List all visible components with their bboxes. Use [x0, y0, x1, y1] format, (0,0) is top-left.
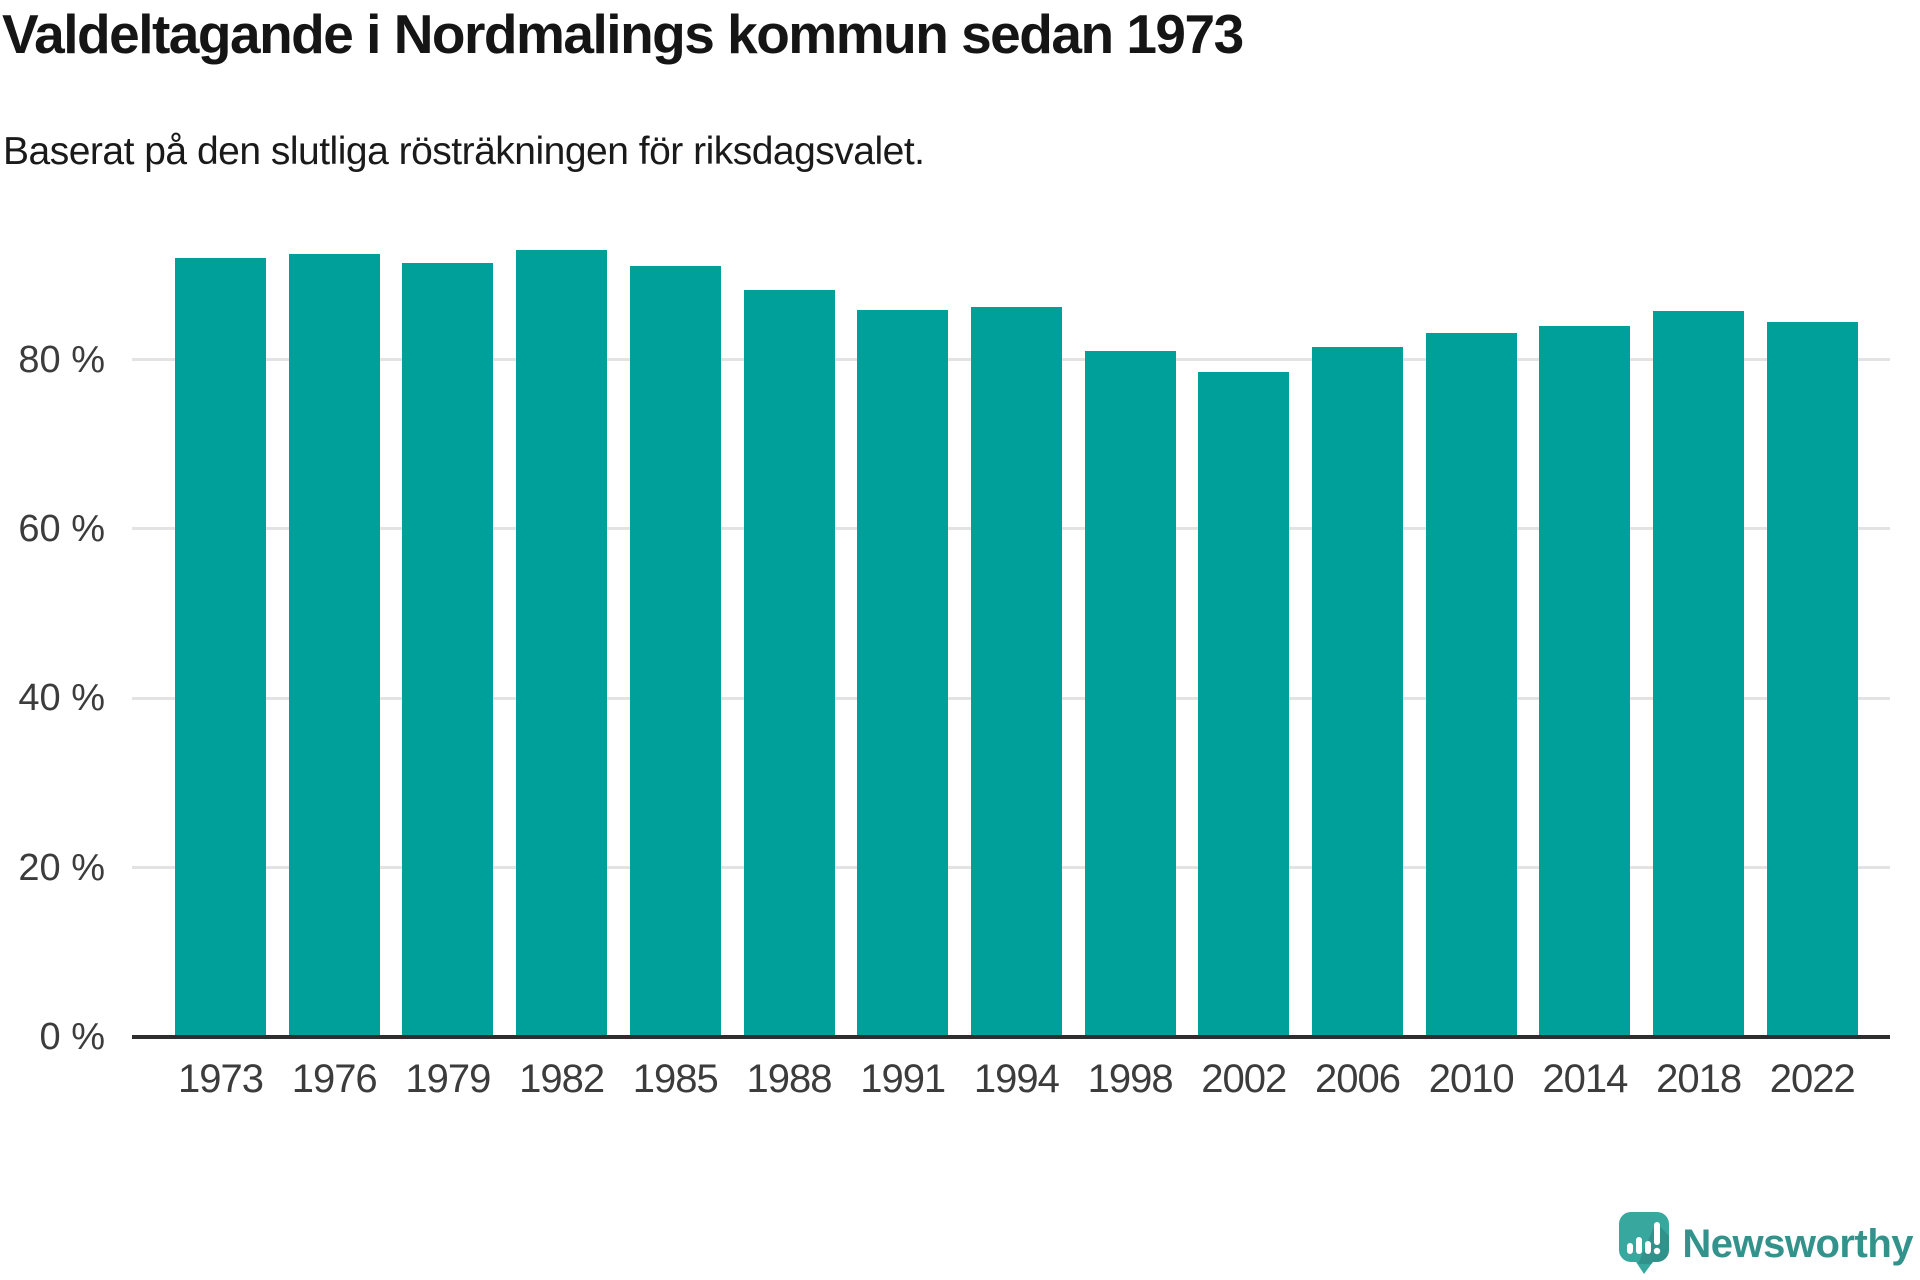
bar [516, 250, 608, 1037]
bar [288, 253, 380, 1037]
logo-mini-bars-icon [1627, 1222, 1661, 1255]
chart-subtitle: Baserat på den slutliga rösträkningen fö… [3, 130, 925, 173]
x-tick-label: 2022 [1769, 1057, 1856, 1101]
brand-name: Newsworthy [1682, 1221, 1913, 1266]
bar [1766, 322, 1858, 1037]
newsworthy-logo: Newsworthy [1619, 1212, 1913, 1276]
bar [1425, 333, 1517, 1037]
x-tick-label: 2006 [1315, 1057, 1401, 1101]
bar [857, 309, 949, 1037]
x-tick-label: 2010 [1428, 1057, 1515, 1101]
y-tick-label: 60 % [18, 507, 105, 550]
x-tick-label: 1982 [519, 1057, 605, 1101]
y-tick-label: 80 % [18, 338, 105, 381]
x-tick-label: 1988 [746, 1057, 833, 1101]
x-tick-label: 1976 [291, 1057, 378, 1101]
x-tick-label: 1979 [405, 1057, 491, 1101]
y-tick-label: 0 % [39, 1016, 105, 1058]
bar [743, 290, 835, 1037]
plot-area: 1973 1976 1979 1982 1985 1988 1991 1994 1998 2002… [132, 190, 1890, 1101]
x-tick-label: 1991 [860, 1057, 946, 1101]
y-tick-label: 20 % [18, 846, 105, 889]
bar [402, 263, 494, 1037]
bar [1198, 372, 1290, 1037]
x-tick-label: 1985 [632, 1057, 719, 1101]
newsworthy-logo-icon [1619, 1212, 1670, 1274]
bar [970, 307, 1062, 1037]
y-axis: 0 % 20 % 40 % 60 % 80 % [0, 190, 105, 1058]
y-tick-label: 40 % [18, 677, 105, 720]
x-tick-label: 2018 [1656, 1057, 1742, 1101]
x-tick-label: 1994 [973, 1057, 1060, 1101]
x-tick-label: 2002 [1201, 1057, 1287, 1101]
x-tick-label: 1998 [1087, 1057, 1174, 1101]
bar [1653, 311, 1745, 1037]
bar [629, 265, 721, 1037]
chart-title: Valdeltagande i Nordmalings kommun sedan… [2, 3, 1244, 65]
x-tick-label: 1973 [178, 1057, 264, 1101]
x-axis-line [132, 1035, 1890, 1039]
bar [1312, 346, 1403, 1037]
bar [1084, 351, 1176, 1037]
bar [175, 257, 266, 1037]
x-tick-label: 2014 [1542, 1057, 1628, 1101]
bar [1539, 325, 1631, 1037]
